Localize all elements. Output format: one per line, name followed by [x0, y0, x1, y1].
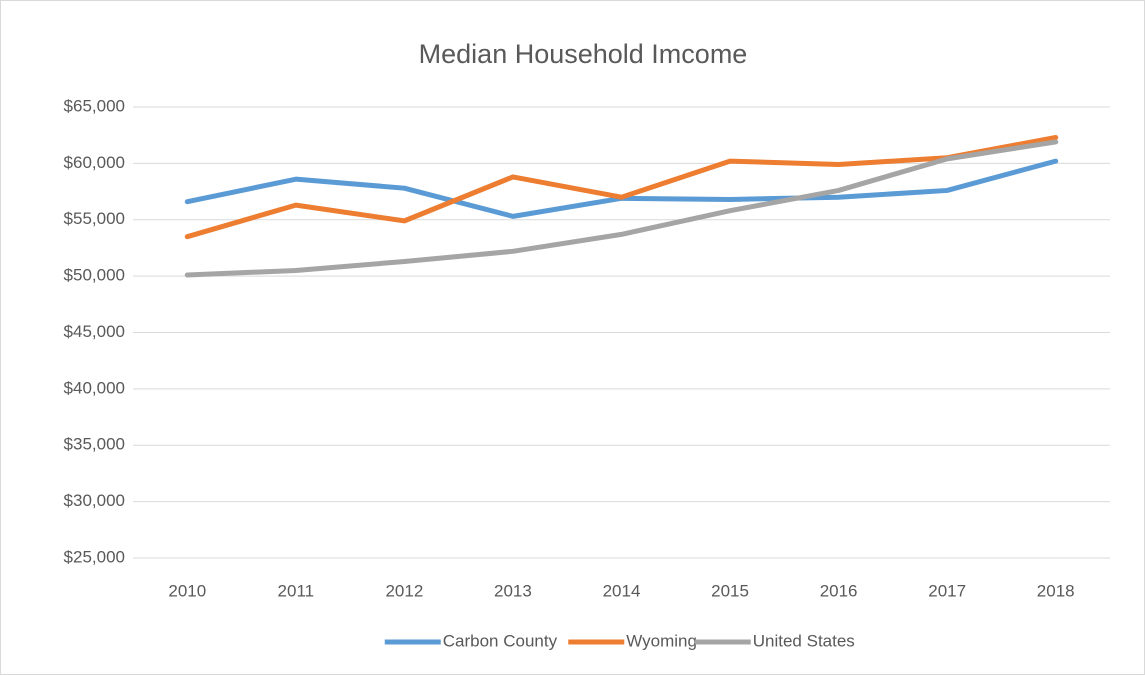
- x-tick-label: 2017: [928, 581, 966, 600]
- y-tick-label: $45,000: [64, 322, 125, 341]
- y-tick-label: $50,000: [64, 266, 125, 285]
- x-tick-label: 2013: [494, 581, 532, 600]
- y-tick-label: $60,000: [64, 153, 125, 172]
- x-tick-label: 2016: [820, 581, 858, 600]
- x-tick-label: 2018: [1037, 581, 1075, 600]
- x-tick-label: 2015: [711, 581, 749, 600]
- y-tick-label: $55,000: [64, 209, 125, 228]
- y-tick-label: $65,000: [64, 96, 125, 115]
- legend-label: Wyoming: [626, 631, 697, 650]
- chart-title: Median Household Imcome: [419, 39, 748, 69]
- legend-label: United States: [753, 631, 855, 650]
- y-tick-label: $35,000: [64, 435, 125, 454]
- y-tick-label: $25,000: [64, 547, 125, 566]
- x-tick-label: 2011: [278, 581, 315, 600]
- x-tick-label: 2014: [603, 581, 641, 600]
- legend-label: Carbon County: [443, 631, 558, 650]
- series-line: [184, 134, 1059, 240]
- y-tick-label: $40,000: [64, 378, 125, 397]
- y-tick-label: $30,000: [64, 491, 125, 510]
- x-tick-label: 2012: [385, 581, 423, 600]
- x-tick-label: 2010: [168, 581, 206, 600]
- series-line: [184, 139, 1059, 278]
